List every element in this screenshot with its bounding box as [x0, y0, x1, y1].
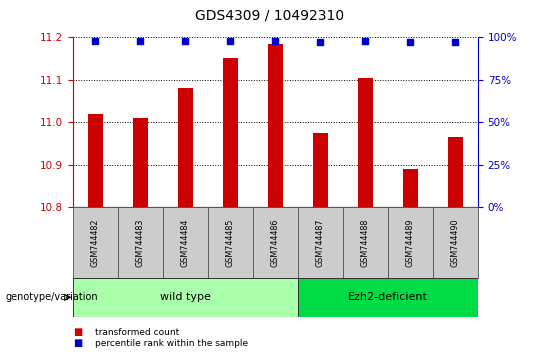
Bar	[87, 114, 103, 207]
Text: wild type: wild type	[160, 292, 211, 302]
Bar	[298, 278, 478, 317]
Text: GSM744490: GSM744490	[451, 218, 460, 267]
Bar	[267, 44, 284, 207]
Point	[91, 38, 100, 44]
Bar	[357, 78, 373, 207]
Text: GSM744488: GSM744488	[361, 218, 370, 267]
Point	[451, 39, 460, 45]
Text: percentile rank within the sample: percentile rank within the sample	[94, 339, 248, 348]
Bar	[132, 118, 149, 207]
Text: GSM744485: GSM744485	[226, 218, 235, 267]
Bar	[178, 88, 193, 207]
Point	[361, 38, 370, 44]
Text: GSM744482: GSM744482	[91, 218, 100, 267]
Point	[226, 38, 235, 44]
Bar	[433, 207, 478, 278]
Point	[316, 39, 325, 45]
Bar	[402, 169, 418, 207]
Point	[406, 39, 415, 45]
Text: GDS4309 / 10492310: GDS4309 / 10492310	[195, 9, 345, 23]
Bar	[222, 58, 238, 207]
Text: GSM744484: GSM744484	[181, 218, 190, 267]
Text: GSM744486: GSM744486	[271, 218, 280, 267]
Bar	[73, 207, 118, 278]
Bar	[208, 207, 253, 278]
Text: ■: ■	[73, 338, 82, 348]
Text: genotype/variation: genotype/variation	[5, 292, 98, 302]
Bar	[118, 207, 163, 278]
Point	[136, 38, 145, 44]
Text: Ezh2-deficient: Ezh2-deficient	[348, 292, 428, 302]
Text: GSM744483: GSM744483	[136, 218, 145, 267]
Text: GSM744487: GSM744487	[316, 218, 325, 267]
Bar	[253, 207, 298, 278]
Bar	[163, 207, 208, 278]
Bar	[343, 207, 388, 278]
Text: GSM744489: GSM744489	[406, 218, 415, 267]
Point	[271, 38, 280, 44]
Bar	[388, 207, 433, 278]
Bar	[313, 133, 328, 207]
Point	[181, 38, 190, 44]
Bar	[73, 278, 298, 317]
Bar	[448, 137, 463, 207]
Text: transformed count: transformed count	[94, 327, 179, 337]
Bar	[298, 207, 343, 278]
Text: ■: ■	[73, 327, 82, 337]
